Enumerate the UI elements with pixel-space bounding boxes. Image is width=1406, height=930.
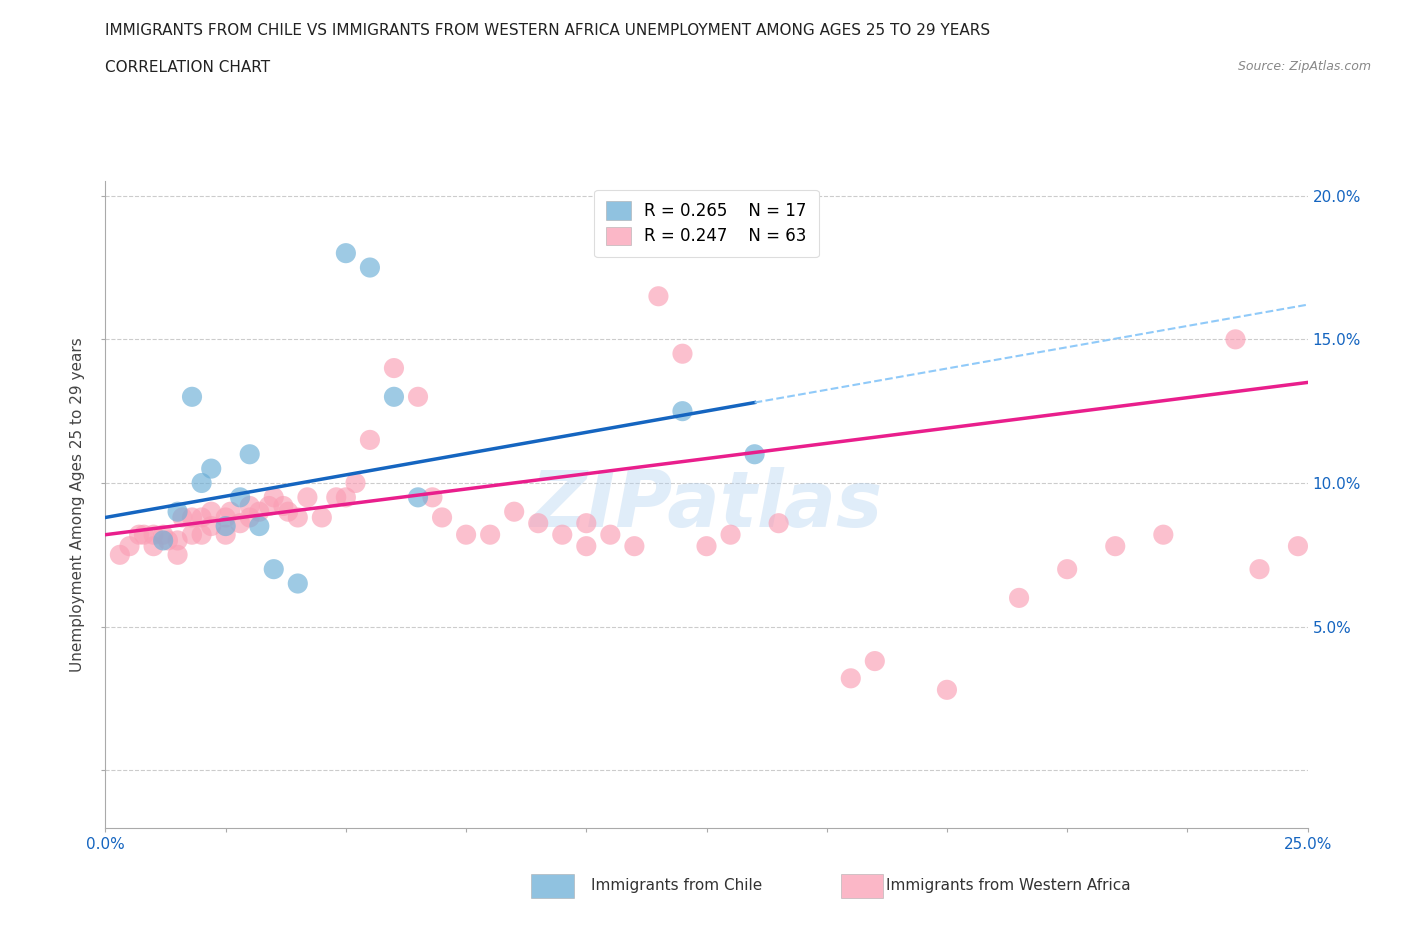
Point	[277, 504, 299, 519]
Point	[219, 504, 242, 519]
Point	[527, 516, 550, 531]
Point	[263, 562, 285, 577]
Point	[166, 504, 188, 519]
Point	[744, 446, 766, 461]
Point	[200, 519, 222, 534]
Point	[575, 538, 598, 553]
Text: Source: ZipAtlas.com: Source: ZipAtlas.com	[1237, 60, 1371, 73]
Text: IMMIGRANTS FROM CHILE VS IMMIGRANTS FROM WESTERN AFRICA UNEMPLOYMENT AMONG AGES : IMMIGRANTS FROM CHILE VS IMMIGRANTS FROM…	[105, 23, 991, 38]
Point	[200, 504, 222, 519]
Text: ZIPatlas: ZIPatlas	[530, 467, 883, 542]
Point	[108, 548, 131, 563]
Text: Immigrants from Western Africa: Immigrants from Western Africa	[886, 878, 1130, 893]
Point	[229, 516, 252, 531]
Point	[344, 475, 367, 490]
Point	[214, 519, 236, 534]
Point	[273, 498, 295, 513]
Point	[647, 289, 669, 304]
Point	[181, 527, 204, 542]
Point	[156, 533, 179, 548]
Point	[863, 654, 886, 669]
Point	[263, 490, 285, 505]
Point	[190, 510, 212, 525]
Point	[257, 498, 280, 513]
Point	[382, 361, 405, 376]
Point	[575, 516, 598, 531]
Point	[132, 527, 155, 542]
Point	[503, 504, 526, 519]
Point	[1104, 538, 1126, 553]
Point	[551, 527, 574, 542]
Point	[406, 390, 429, 405]
Point	[1286, 538, 1309, 553]
Point	[671, 404, 693, 418]
Point	[335, 246, 357, 260]
Point	[128, 527, 150, 542]
Point	[214, 527, 236, 542]
Point	[768, 516, 790, 531]
Point	[239, 510, 262, 525]
Legend: R = 0.265    N = 17, R = 0.247    N = 63: R = 0.265 N = 17, R = 0.247 N = 63	[595, 190, 818, 257]
Point	[287, 576, 309, 591]
Point	[454, 527, 477, 542]
Point	[623, 538, 645, 553]
Point	[1056, 562, 1078, 577]
Point	[936, 683, 959, 698]
Point	[599, 527, 621, 542]
Point	[1152, 527, 1174, 542]
Text: CORRELATION CHART: CORRELATION CHART	[105, 60, 270, 75]
Point	[200, 461, 222, 476]
Point	[1249, 562, 1271, 577]
Point	[190, 475, 212, 490]
Point	[671, 346, 693, 361]
Point	[311, 510, 333, 525]
Point	[214, 510, 236, 525]
Point	[152, 527, 174, 542]
Text: Immigrants from Chile: Immigrants from Chile	[591, 878, 762, 893]
Point	[181, 510, 204, 525]
Point	[239, 446, 262, 461]
Point	[229, 490, 252, 505]
Point	[152, 533, 174, 548]
Point	[166, 533, 188, 548]
Point	[422, 490, 444, 505]
Point	[172, 510, 194, 525]
Point	[430, 510, 453, 525]
Point	[406, 490, 429, 505]
Point	[1008, 591, 1031, 605]
Y-axis label: Unemployment Among Ages 25 to 29 years: Unemployment Among Ages 25 to 29 years	[70, 338, 86, 671]
Point	[190, 527, 212, 542]
Point	[335, 490, 357, 505]
Point	[239, 498, 262, 513]
Point	[720, 527, 742, 542]
Point	[359, 260, 381, 275]
Point	[247, 504, 270, 519]
Point	[382, 390, 405, 405]
Point	[479, 527, 502, 542]
Point	[181, 390, 204, 405]
Point	[166, 548, 188, 563]
Point	[297, 490, 319, 505]
Point	[839, 671, 862, 685]
Point	[359, 432, 381, 447]
Point	[696, 538, 718, 553]
Point	[118, 538, 141, 553]
Point	[247, 519, 270, 534]
Point	[1225, 332, 1247, 347]
Point	[325, 490, 347, 505]
Point	[142, 538, 165, 553]
Point	[287, 510, 309, 525]
Point	[142, 527, 165, 542]
